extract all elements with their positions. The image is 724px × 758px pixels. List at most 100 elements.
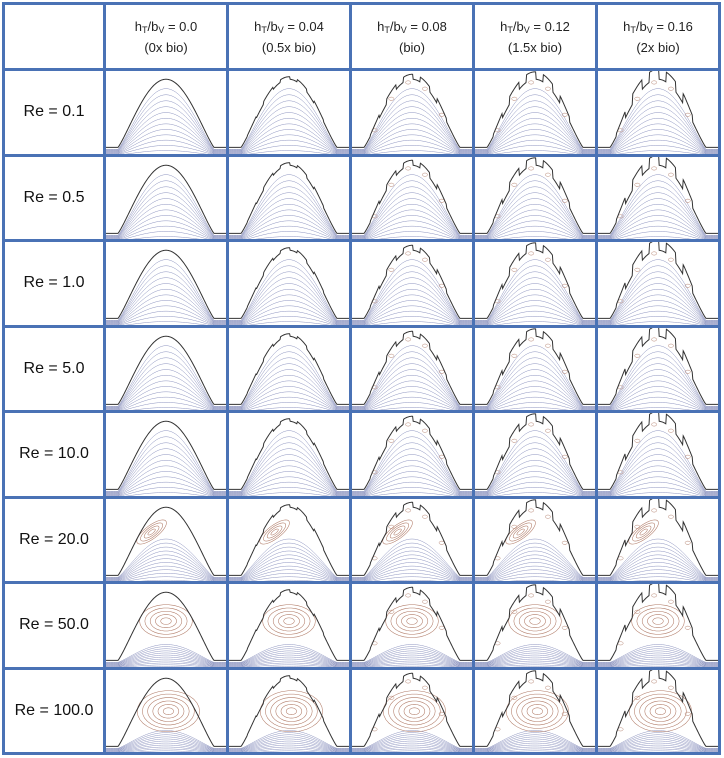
streamline: [106, 644, 226, 662]
streamline: [598, 730, 718, 748]
streamline: [106, 345, 226, 406]
streamline: [352, 140, 472, 153]
streamline: [352, 736, 472, 749]
streamline: [598, 665, 718, 667]
streamline: [229, 380, 349, 409]
streamline: [598, 482, 718, 495]
tooth-vortex: [635, 696, 640, 699]
vortex-contour: [284, 618, 295, 625]
streamline-plot-re5-hr0.08: [352, 327, 472, 410]
streamline: [475, 437, 595, 492]
streamline: [106, 231, 226, 239]
vortex-contour: [530, 618, 541, 625]
streamline: [352, 455, 472, 494]
vortex-contour: [519, 611, 551, 631]
streamline: [106, 455, 226, 494]
streamline: [598, 198, 718, 237]
tooth-vortex: [651, 166, 656, 169]
streamline: [598, 657, 718, 665]
ratio-subscript-t: T: [630, 24, 636, 35]
ratio-subscript-v: V: [646, 24, 653, 35]
column-header-note: (2x bio): [636, 39, 680, 55]
tooth-vortex: [528, 508, 533, 511]
streamline-plot-svg: [106, 242, 226, 325]
streamline: [598, 655, 718, 665]
streamline: [352, 397, 472, 410]
vortex-contour: [163, 707, 173, 714]
wall-outline: [229, 162, 349, 233]
streamline-plot-re20-hr0.04: [229, 498, 349, 581]
tooth-vortex: [651, 81, 656, 84]
streamline: [229, 397, 349, 410]
tooth-vortex: [422, 686, 427, 689]
streamline-plot-svg: [475, 499, 595, 582]
streamline-plot-re0.5-hr0.12: [475, 156, 595, 239]
streamline: [598, 391, 718, 410]
column-header-3: hT/bV = 0.12 (1.5x bio): [475, 5, 595, 68]
vortex-contour: [388, 694, 440, 728]
streamline: [352, 226, 472, 239]
streamline: [106, 89, 226, 150]
streamline: [475, 547, 595, 578]
streamline: [106, 129, 226, 153]
streamline: [106, 209, 226, 238]
vortex-contour: [645, 700, 676, 721]
streamline: [229, 741, 349, 751]
streamline: [229, 653, 349, 664]
streamline: [475, 562, 595, 580]
streamline-plot-re50-hr0.04: [229, 584, 349, 667]
streamline: [106, 135, 226, 154]
streamline: [598, 736, 718, 749]
row-label-0: Re = 0.1: [5, 71, 103, 154]
wall-outline: [106, 165, 226, 233]
tooth-vortex: [545, 515, 550, 518]
streamline: [106, 107, 226, 151]
vortex-contour: [268, 608, 310, 634]
wall-outline: [598, 242, 718, 318]
tooth-vortex: [685, 370, 690, 373]
streamline: [352, 487, 472, 495]
streamline: [352, 431, 472, 492]
streamline: [229, 466, 349, 495]
vortex-contour: [399, 700, 430, 721]
streamline: [352, 730, 472, 748]
streamline: [106, 204, 226, 238]
tooth-vortex: [635, 97, 640, 100]
vortex-contour: [647, 615, 668, 628]
streamline: [352, 89, 472, 150]
vortex-contour: [148, 697, 190, 724]
streamline: [229, 363, 349, 407]
streamline: [475, 407, 595, 410]
streamline-plot-re0.1-hr0.08: [352, 71, 472, 154]
streamline: [475, 750, 595, 752]
streamline-plot-re5-hr0: [106, 327, 226, 410]
streamline-plot-svg: [229, 584, 349, 667]
tooth-vortex: [668, 87, 673, 90]
streamline: [106, 655, 226, 665]
streamline: [475, 198, 595, 237]
streamline-plot-re5-hr0.04: [229, 327, 349, 410]
streamline: [475, 180, 595, 235]
streamline: [352, 748, 472, 752]
streamline: [106, 647, 226, 663]
streamline: [352, 113, 472, 152]
streamline: [475, 736, 595, 749]
streamline: [475, 226, 595, 239]
streamline: [106, 487, 226, 495]
streamline: [229, 226, 349, 239]
streamline-plot-svg: [352, 71, 472, 154]
tooth-vortex: [422, 515, 427, 518]
streamline-plot-svg: [475, 584, 595, 667]
streamline: [229, 482, 349, 495]
streamline: [475, 644, 595, 662]
streamline: [229, 95, 349, 150]
ratio-value: = 0.04: [287, 18, 324, 34]
streamline: [475, 746, 595, 752]
streamline: [598, 186, 718, 236]
streamline: [475, 284, 595, 323]
streamline: [352, 663, 472, 667]
streamline-plot-re1-hr0: [106, 242, 226, 325]
streamline: [598, 215, 718, 239]
streamline: [475, 730, 595, 748]
